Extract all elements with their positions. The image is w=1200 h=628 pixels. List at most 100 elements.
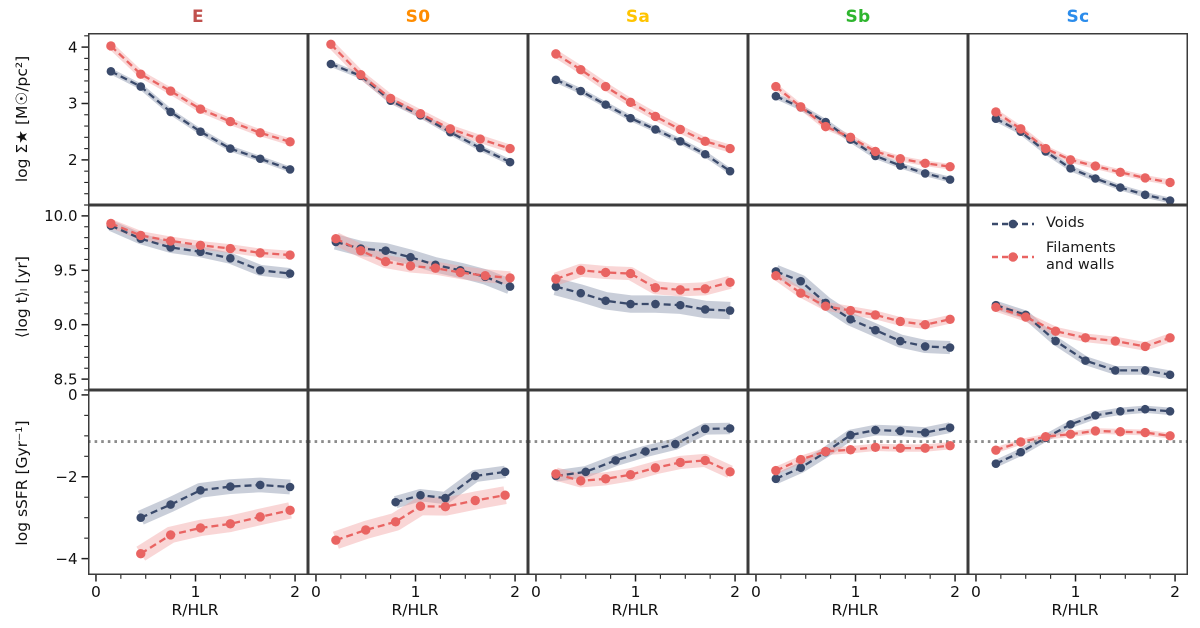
x-axis-label-2: R/HLR [391, 601, 439, 619]
panel-S0-sigma [308, 33, 528, 205]
voids-line-sample-icon [992, 219, 1034, 229]
panel-plot-area [88, 440, 308, 561]
svg-text:9.0: 9.0 [54, 316, 78, 334]
panel-plot-area [551, 263, 735, 320]
panel-S0-age [308, 205, 528, 390]
panel-border [528, 205, 748, 390]
panel-Sc-sigma [968, 33, 1188, 205]
x-axis-ticks: 0 1 2 [751, 575, 960, 601]
voids-line [775, 95, 951, 181]
filaments-markers [991, 302, 1175, 352]
panel-plot-area [106, 41, 295, 174]
x-axis-ticks: 0 1 2 [311, 575, 520, 601]
voids-uncertainty-band [554, 77, 732, 174]
svg-text:10.0: 10.0 [44, 207, 77, 225]
y-axis-ticks: 2 3 4 [68, 35, 88, 206]
filaments-markers [551, 455, 735, 486]
y-axis-ticks: −4 −2 0 [55, 386, 88, 568]
x-axis-label-5: R/HLR [1051, 601, 1099, 619]
svg-text:1: 1 [1071, 583, 1081, 601]
svg-text:1: 1 [631, 583, 641, 601]
panel-border [968, 33, 1188, 205]
svg-text:2: 2 [730, 583, 740, 601]
panel-plot-area [771, 81, 955, 184]
legend-entry-voids: Voids [990, 215, 1180, 233]
voids-markers [391, 467, 510, 507]
panel-Sb-age [748, 205, 968, 390]
svg-text:−2: −2 [55, 468, 77, 486]
panel-border [88, 390, 308, 575]
panel-border [968, 390, 1188, 575]
panel-Sa-age [528, 205, 748, 390]
filaments-markers [551, 265, 735, 295]
panel-Sa-sigma [528, 33, 748, 205]
svg-text:0: 0 [311, 583, 321, 601]
panel-Sa-ssfr: 0 1 2 [528, 390, 748, 601]
filaments-line [335, 237, 511, 280]
panel-Sc-age [968, 205, 1188, 390]
panel-border [528, 390, 748, 575]
svg-text:4: 4 [68, 38, 78, 56]
voids-markers [106, 67, 295, 174]
legend-entry-filaments: Filaments and walls [990, 240, 1180, 275]
panel-border [748, 390, 968, 575]
svg-text:0: 0 [68, 386, 78, 404]
voids-line [995, 117, 1171, 202]
panel-Sb-ssfr: 0 1 2 [748, 390, 968, 601]
filaments-line [555, 269, 731, 292]
x-axis-label-4: R/HLR [831, 601, 879, 619]
filaments-line [140, 509, 291, 555]
svg-text:0: 0 [971, 583, 981, 601]
filaments-markers [771, 271, 955, 330]
filaments-markers [771, 81, 955, 172]
svg-text:1: 1 [411, 583, 421, 601]
panel-border [88, 33, 308, 205]
filaments-markers [106, 41, 295, 147]
panel-border [748, 205, 968, 390]
panel-border [308, 33, 528, 205]
svg-text:0: 0 [91, 583, 101, 601]
panel-border [528, 33, 748, 205]
y-axis-ticks: 8.5 9.0 9.5 10.0 [44, 204, 88, 391]
voids-markers [136, 480, 295, 522]
panel-Sc-ssfr: 0 1 2 [968, 390, 1188, 601]
panel-plot-area [991, 107, 1175, 205]
svg-text:2: 2 [950, 583, 960, 601]
panel-E-sigma: 2 3 4 [68, 33, 308, 206]
panel-border [308, 205, 528, 390]
filaments-uncertainty-band [774, 84, 951, 170]
svg-text:2: 2 [510, 583, 520, 601]
filaments-markers [326, 39, 515, 154]
x-axis-label-3: R/HLR [611, 601, 659, 619]
svg-text:2: 2 [290, 583, 300, 601]
svg-text:8.5: 8.5 [54, 370, 78, 388]
filaments-markers [551, 49, 735, 154]
panel-border [308, 390, 528, 575]
panel-plot-area [106, 218, 295, 279]
x-axis-ticks: 0 1 2 [91, 575, 300, 601]
filaments-markers [991, 107, 1175, 188]
panel-E-ssfr: −4 −2 0 0 1 2 [55, 386, 308, 601]
column-header-Sb: Sb [845, 7, 871, 27]
svg-text:9.5: 9.5 [54, 262, 78, 280]
panel-border [748, 33, 968, 205]
filaments-line [775, 85, 951, 168]
panel-E-age: 8.5 9.0 9.5 10.0 [44, 204, 308, 391]
svg-text:3: 3 [68, 95, 78, 113]
voids-markers [551, 282, 735, 315]
svg-text:2: 2 [68, 151, 78, 169]
panel-plot-area [748, 422, 968, 484]
voids-markers [991, 404, 1175, 468]
voids-markers [771, 423, 955, 484]
voids-markers [771, 267, 955, 352]
filaments-markers [771, 440, 955, 476]
filaments-line [995, 110, 1171, 184]
filaments-markers [991, 426, 1175, 455]
panel-border [968, 205, 1188, 390]
panel-Sb-sigma [748, 33, 968, 205]
filaments-markers [136, 505, 295, 559]
x-axis-ticks: 0 1 2 [531, 575, 740, 601]
panel-plot-area [326, 39, 515, 167]
svg-text:1: 1 [851, 583, 861, 601]
filaments-markers [106, 218, 295, 260]
